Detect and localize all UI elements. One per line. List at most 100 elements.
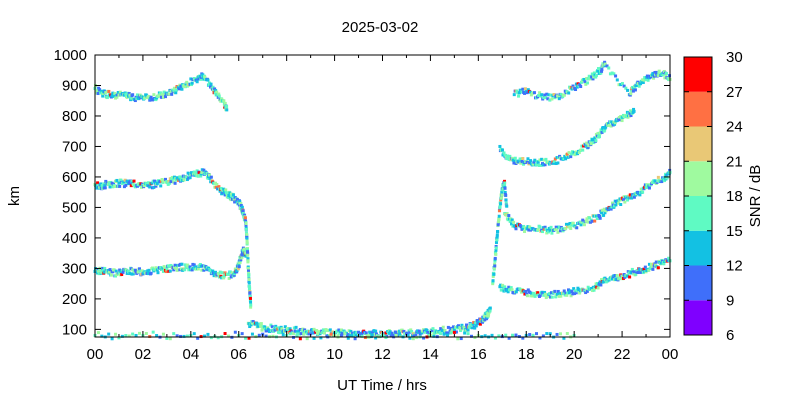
data-point [309,330,313,334]
scatter-mark [586,77,590,81]
scatter-mark [173,263,177,267]
scatter-mark [519,225,523,229]
scatter-mark [574,150,578,154]
scatter-mark [537,163,541,167]
colorbar-tick-label: 27 [726,84,743,101]
scatter-mark [413,331,417,335]
scatter-mark [185,334,189,338]
data-point [297,329,301,333]
colorbar-segment [684,57,712,92]
scatter-mark [374,336,378,340]
scatter-mark [629,114,633,118]
scatter-mark [452,330,456,334]
scatter-mark [624,86,628,90]
scatter-mark [103,186,107,190]
scatter-mark [373,333,377,337]
scatter-mark [639,187,643,191]
scatter-mark [410,333,414,337]
x-tick-label: 00 [662,346,679,363]
scatter-mark [564,222,568,226]
scatter-mark [147,95,151,99]
scatter-mark [618,118,622,122]
scatter-mark [511,156,515,160]
scatter-mark [140,185,144,189]
scatter-mark [587,144,591,148]
scatter-mark [583,80,587,84]
scatter-mark [96,92,100,96]
scatter-mark [632,107,636,111]
scatter-mark [513,156,517,160]
scatter-mark [592,214,596,218]
scatter-mark [504,201,508,205]
scatter-mark [151,330,155,334]
scatter-mark [607,123,611,127]
scatter-mark [224,188,228,192]
scatter-mark [566,223,570,227]
scatter-mark [547,162,551,166]
scatter-mark [447,331,451,335]
scatter-mark [656,266,660,270]
scatter-mark [596,286,600,290]
scatter-mark [202,77,206,81]
scatter-mark [550,231,554,235]
scatter-mark [562,157,566,161]
scatter-mark [516,91,520,95]
scatter-mark [546,160,550,164]
scatter-mark [249,300,253,304]
scatter-mark [532,91,536,95]
scatter-mark [339,333,343,337]
scatter-mark [558,229,562,233]
scatter-mark [95,184,99,188]
scatter-mark [177,87,181,91]
scatter-mark [114,269,118,273]
scatter-mark [545,332,549,336]
scatter-mark [566,155,570,159]
scatter-mark [578,291,582,295]
scatter-mark [660,180,664,184]
data-point [603,62,607,66]
scatter-mark [529,159,533,163]
scatter-mark [546,97,550,101]
scatter-mark [510,222,514,226]
scatter-mark [292,331,296,335]
scatter-mark [543,163,547,167]
data-point [174,88,178,92]
scatter-mark [417,329,421,333]
scatter-mark [643,265,647,269]
scatter-mark [206,176,210,180]
scatter-mark [247,278,251,282]
scatter-mark [619,203,623,207]
scatter-mark [501,287,505,291]
scatter-mark [213,270,217,274]
scatter-mark [600,69,604,73]
scatter-mark [516,222,520,226]
scatter-mark [494,248,498,252]
scatter-mark [656,175,660,179]
scatter-mark [586,145,590,149]
scatter-mark [492,272,496,276]
y-axis-label: km [6,186,23,206]
scatter-mark [113,92,117,96]
scatter-mark [246,251,250,255]
scatter-mark [474,321,478,325]
scatter-mark [172,86,176,90]
scatter-mark [185,178,189,182]
scatter-mark [528,333,532,337]
scatter-mark [243,216,247,220]
scatter-mark [510,288,514,292]
scatter-mark [538,158,542,162]
scatter-mark [346,336,350,340]
scatter-mark [574,82,578,86]
scatter-mark [522,162,526,166]
scatter-mark [264,334,268,338]
scatter-mark [507,285,511,289]
scatter-mark [523,91,527,95]
scatter-mark [222,190,226,194]
scatter-mark [554,162,558,166]
scatter-mark [508,219,512,223]
scatter-mark [133,99,137,103]
x-tick-label: 22 [614,346,631,363]
data-point [345,331,349,335]
scatter-mark [585,76,589,80]
scatter-mark [222,99,226,103]
